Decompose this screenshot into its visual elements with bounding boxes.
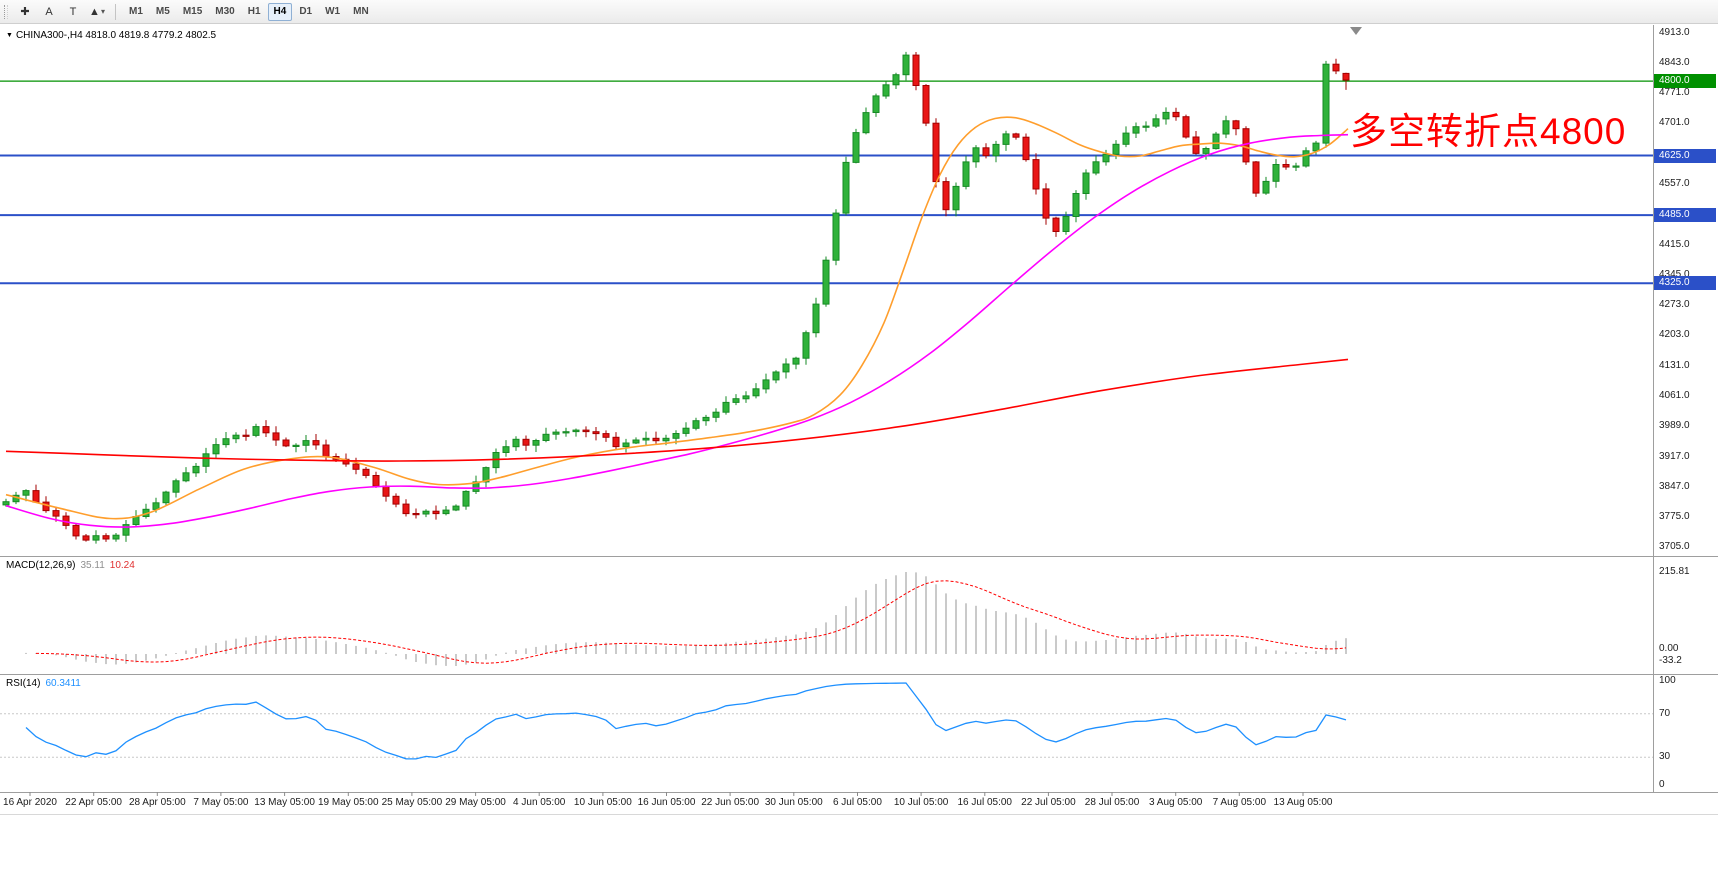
symbol-dropdown-icon[interactable]: ▼ xyxy=(6,32,13,39)
rsi-plot xyxy=(0,682,1653,760)
macd-scale-label: 215.81 xyxy=(1659,566,1690,577)
price-badge: 4625.0 xyxy=(1654,148,1716,163)
shapes-icon: ▲ xyxy=(89,5,100,18)
text-tool-button[interactable]: A xyxy=(38,2,60,22)
macd-scale-label: 0.00 xyxy=(1659,643,1679,654)
time-axis-label: 22 Jul 05:00 xyxy=(1021,797,1076,808)
time-axis-label: 28 Apr 05:00 xyxy=(128,797,186,808)
price-badge: 4325.0 xyxy=(1654,276,1716,291)
rsi-panel-area[interactable] xyxy=(0,674,1653,792)
time-axis-label: 13 May 05:00 xyxy=(254,797,315,808)
text-label-tool-button[interactable]: T xyxy=(62,2,84,22)
timeframe-button-m5[interactable]: M5 xyxy=(150,3,176,21)
shapes-tool-button[interactable]: ▲ ▾ xyxy=(86,2,108,22)
timeframe-button-m30[interactable]: M30 xyxy=(209,3,240,21)
time-axis-label: 3 Aug 05:00 xyxy=(1148,797,1203,808)
time-axis-label: 10 Jul 05:00 xyxy=(893,797,949,808)
rsi-scale-label: 30 xyxy=(1659,751,1671,762)
rsi-name: RSI(14) xyxy=(6,678,41,689)
price-axis-label: 3705.0 xyxy=(1659,541,1690,552)
macd-value: 35.11 xyxy=(80,560,105,571)
chart-header: ▼ CHINA300-,H4 4818.0 4819.8 4779.2 4802.… xyxy=(6,30,216,41)
rsi-scale-label: 70 xyxy=(1659,708,1671,719)
time-axis-label: 4 Jun 05:00 xyxy=(513,797,566,808)
time-axis-label: 29 May 05:00 xyxy=(445,797,506,808)
time-axis-label: 7 May 05:00 xyxy=(193,797,249,808)
price-axis-label: 4203.0 xyxy=(1659,329,1690,341)
macd-scale-label: -33.2 xyxy=(1659,655,1682,666)
macd-histogram xyxy=(25,572,1347,666)
ma-line-fast xyxy=(5,116,1349,520)
macd-panel-area[interactable] xyxy=(0,556,1653,674)
price-axis-label: 3847.0 xyxy=(1659,480,1690,492)
ma-line-slow xyxy=(5,358,1349,462)
chart-annotation-text[interactable]: 多空转折点4800 xyxy=(1350,111,1627,152)
time-axis-label: 28 Jul 05:00 xyxy=(1084,797,1140,808)
macd-signal-value: 10.24 xyxy=(109,560,135,571)
time-axis-label: 16 Apr 2020 xyxy=(3,797,57,808)
time-axis-label: 22 Apr 05:00 xyxy=(65,797,122,808)
price-axis-label: 4843.0 xyxy=(1659,56,1690,68)
time-axis-label: 16 Jun 05:00 xyxy=(637,797,696,808)
time-axis-label: 19 May 05:00 xyxy=(317,797,379,808)
price-axis-label: 4345.0 xyxy=(1659,268,1690,280)
rsi-line xyxy=(25,682,1347,760)
ma-line-mid xyxy=(5,133,1349,528)
rsi-value: 60.3411 xyxy=(45,678,81,689)
timeframe-button-w1[interactable]: W1 xyxy=(319,3,346,21)
time-axis-label: 7 Aug 05:00 xyxy=(1212,797,1267,808)
time-axis-label: 22 Jun 05:00 xyxy=(701,797,760,808)
price-axis-label: 4913.0 xyxy=(1659,27,1690,38)
timeframe-group: M1 M5 M15 M30 H1 H4 D1 W1 MN xyxy=(123,2,375,21)
price-axis-label: 3989.0 xyxy=(1659,420,1690,432)
price-axis-label: 3917.0 xyxy=(1659,450,1690,462)
rsi-scale-label: 0 xyxy=(1659,779,1665,790)
chevron-down-icon: ▾ xyxy=(100,7,105,16)
price-badge: 4485.0 xyxy=(1654,208,1716,223)
time-axis-label: 16 Jul 05:00 xyxy=(957,797,1013,808)
timeframe-button-h4[interactable]: H4 xyxy=(267,2,293,21)
macd-signal-line xyxy=(35,580,1347,664)
time-axis-label: 10 Jun 05:00 xyxy=(573,797,632,808)
price-axis-label: 4701.0 xyxy=(1659,117,1690,129)
toolbar-separator xyxy=(115,3,116,20)
rsi-label: RSI(14) 60.3411 xyxy=(6,678,86,689)
price-axis-label: 4273.0 xyxy=(1659,299,1690,311)
price-axis-label: 4061.0 xyxy=(1659,389,1690,401)
price-axis-label: 4557.0 xyxy=(1659,178,1690,190)
timeframe-button-mn[interactable]: MN xyxy=(347,3,375,21)
macd-label: MACD(12,26,9) 35.11 10.24 xyxy=(6,560,140,571)
price-axis-label: 4771.0 xyxy=(1659,87,1690,99)
rsi-scale-label: 100 xyxy=(1659,675,1676,686)
timeframe-button-d1[interactable]: D1 xyxy=(293,3,318,21)
price-axis-label: 3775.0 xyxy=(1659,511,1690,523)
time-axis-label: 25 May 05:00 xyxy=(381,797,443,808)
chart-shift-marker-icon[interactable] xyxy=(1350,27,1362,35)
toolbar-grip[interactable] xyxy=(4,4,8,19)
time-axis-label: 6 Jul 05:00 xyxy=(832,797,882,808)
price-axis-label: 4415.0 xyxy=(1659,238,1690,250)
price-axis-label: 4131.0 xyxy=(1659,359,1690,371)
price-badge: 4800.0 xyxy=(1654,74,1716,89)
timeframe-button-m15[interactable]: M15 xyxy=(177,3,208,21)
toolbar: ✚ A T ▲ ▾ M1 M5 M15 M30 H1 H4 D1 W1 MN xyxy=(0,0,1718,24)
timeframe-button-h1[interactable]: H1 xyxy=(242,3,267,21)
timeframe-button-m1[interactable]: M1 xyxy=(123,3,149,21)
chart-title: CHINA300-,H4 xyxy=(15,30,83,41)
crosshair-tool-button[interactable]: ✚ xyxy=(14,2,36,22)
macd-name: MACD(12,26,9) xyxy=(6,560,76,571)
chart-ohlc: 4818.0 4819.8 4779.2 4802.5 xyxy=(85,30,217,41)
time-axis-label: 13 Aug 05:00 xyxy=(1273,797,1333,808)
time-axis-label: 30 Jun 05:00 xyxy=(764,797,823,808)
